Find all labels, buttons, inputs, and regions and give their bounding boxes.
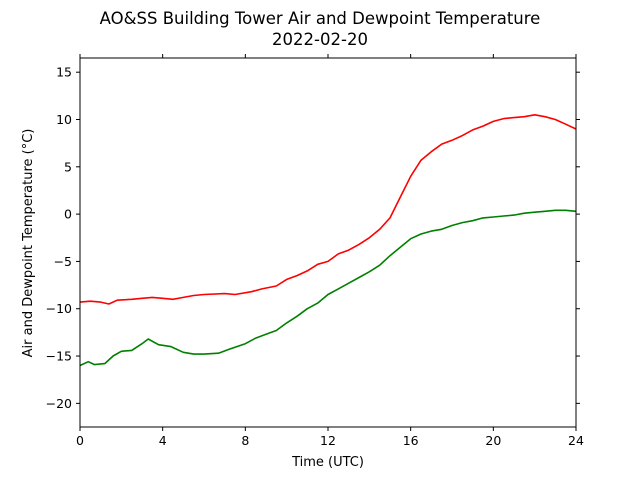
y-tick-label: −20 — [46, 396, 72, 411]
chart-subtitle: 2022-02-20 — [272, 30, 368, 49]
x-tick-label: 0 — [76, 433, 84, 448]
series-lines — [79, 114, 577, 367]
x-tick-label: 4 — [159, 433, 167, 448]
series-line-2 — [79, 209, 577, 367]
chart-title: AO&SS Building Tower Air and Dewpoint Te… — [100, 9, 541, 28]
x-tick-label: 24 — [568, 433, 584, 448]
y-tick-label: −5 — [54, 254, 72, 269]
y-tick-label: 15 — [56, 65, 72, 80]
y-axis-label: Air and Dewpoint Temperature (°C) — [21, 129, 36, 358]
axes: 0 4 8 12 16 20 24 −20 −15 −10 −5 0 5 10 15 — [46, 54, 584, 448]
x-tick-label: 16 — [403, 433, 419, 448]
x-tick-label: 12 — [320, 433, 336, 448]
x-tick-label: 8 — [241, 433, 249, 448]
series-line-1 — [79, 114, 577, 305]
y-tick-label: −15 — [46, 349, 72, 364]
y-tick-label: −10 — [46, 301, 72, 316]
y-tick-label: 10 — [56, 112, 72, 127]
plot-frame — [79, 57, 577, 428]
y-tick-label: 0 — [64, 207, 72, 222]
x-axis-label: Time (UTC) — [291, 455, 364, 470]
y-tick-label: 5 — [64, 159, 72, 174]
x-tick-label: 20 — [485, 433, 501, 448]
